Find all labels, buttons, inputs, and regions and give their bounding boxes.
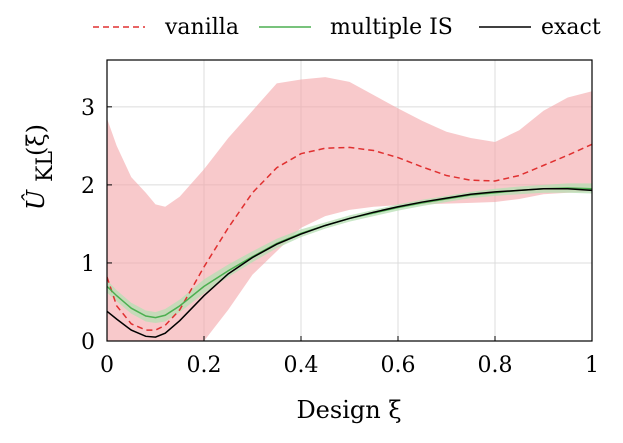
x-tick-label: 1 xyxy=(585,353,599,378)
y-tick-label: 1 xyxy=(81,252,95,277)
plot-frame xyxy=(106,59,593,342)
svg-text:Û: Û xyxy=(21,189,50,210)
y-tick-label: 3 xyxy=(81,96,95,121)
y-ticks: 0 1 2 3 xyxy=(81,96,112,355)
x-tick-label: 0.8 xyxy=(478,353,513,378)
legend-label-multiple-IS: multiple IS xyxy=(330,15,453,40)
x-axis-title: Design ξ xyxy=(296,396,401,424)
y-axis-title: Û KL (ξ) xyxy=(21,124,58,210)
x-ticks: 0 0.2 0.4 0.6 0.8 1 xyxy=(100,336,599,378)
legend-label-exact: exact xyxy=(541,15,601,40)
x-tick-label: 0.2 xyxy=(187,353,222,378)
legend: vanilla multiple IS exact xyxy=(93,15,601,40)
series-lines xyxy=(107,143,592,338)
series-line-vanilla xyxy=(107,143,592,331)
x-tick-label: 0.6 xyxy=(381,353,416,378)
y-tick-label: 2 xyxy=(81,174,95,199)
svg-text:KL: KL xyxy=(33,151,58,182)
svg-text:(ξ): (ξ) xyxy=(22,124,50,156)
x-tick-label: 0.4 xyxy=(284,353,319,378)
y-tick-label: 0 xyxy=(81,330,95,355)
bands xyxy=(107,77,592,341)
x-tick-label: 0 xyxy=(100,353,114,378)
series-line-exact xyxy=(107,188,592,338)
legend-label-vanilla: vanilla xyxy=(164,15,239,40)
